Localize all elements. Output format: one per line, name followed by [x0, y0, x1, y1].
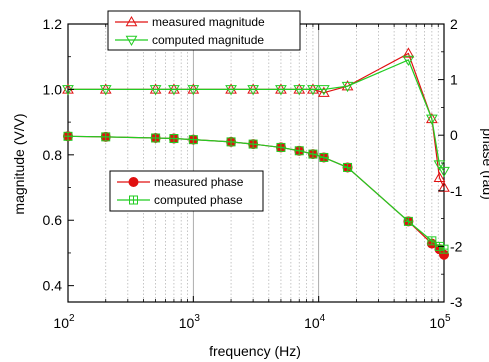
legend-entry-label: computed magnitude [152, 33, 264, 47]
data-point [187, 83, 200, 94]
legend-magnitude: measured magnitude computed magnitude [107, 10, 301, 51]
data-point [99, 85, 112, 96]
data-point [247, 85, 259, 96]
data-point [293, 83, 306, 94]
data-point [317, 85, 330, 96]
tick-labels: 102 103 104 105 0.4 0.6 0.8 1.0 1.2 -3 -2 -1 0 1 2 [43, 16, 463, 331]
series-measured-magnitude [62, 47, 450, 192]
y-right-tick-label: -3 [450, 294, 463, 310]
data-point [307, 85, 319, 96]
data-point [433, 171, 446, 182]
series-lines [62, 47, 450, 260]
y-left-tick-label: 0.6 [43, 212, 63, 228]
y-right-tick-label: -2 [450, 238, 463, 254]
y-right-tick-label: -1 [450, 183, 463, 199]
data-point [225, 83, 237, 94]
data-point [149, 83, 162, 94]
y-right-tick-label: 2 [450, 16, 458, 32]
data-point [99, 83, 112, 94]
x-tick-label: 103 [179, 313, 201, 331]
data-point-cross [295, 146, 304, 155]
data-point [187, 85, 200, 96]
series-computed-phase [63, 131, 449, 254]
data-point [317, 86, 330, 97]
series-line [68, 52, 445, 188]
data-point-cross [151, 133, 160, 142]
y-left-tick-label: 1.0 [43, 81, 63, 97]
data-point [293, 85, 306, 96]
y-right-tick-label: 1 [450, 72, 458, 88]
data-point-cross [101, 132, 110, 141]
legend-swatch-marker [128, 177, 139, 187]
legend-swatch-marker-cross [129, 196, 138, 204]
y-axis-label-left: magnitude (V/V) [11, 113, 27, 214]
legend-box [107, 10, 301, 51]
data-point [225, 85, 237, 96]
plot-frame [67, 23, 445, 303]
axis-ticks [67, 23, 445, 303]
data-point [168, 85, 180, 96]
series-computed-magnitude [62, 55, 450, 178]
legend-swatch-marker [125, 35, 138, 47]
data-point [433, 160, 446, 171]
y-left-tick-label: 0.8 [43, 147, 63, 163]
legend-entry-label: measured magnitude [152, 15, 265, 29]
data-point-cross [249, 140, 258, 149]
data-point [247, 83, 259, 94]
data-point-cross [427, 236, 436, 245]
grid-lines [105, 24, 439, 302]
data-point [168, 83, 180, 94]
data-point-cross [404, 217, 413, 226]
data-point-cross [319, 153, 328, 162]
data-point-cross [308, 150, 317, 159]
y-left-tick-label: 0.4 [43, 278, 63, 294]
y-right-tick-label: 0 [450, 127, 458, 143]
data-point [425, 112, 438, 124]
x-axis-label: frequency (Hz) [209, 343, 301, 359]
data-point-cross [64, 132, 72, 141]
data-point-cross [343, 163, 352, 172]
series-line [68, 59, 445, 172]
series-line [67, 135, 445, 250]
data-point [275, 83, 287, 94]
y-axis-label-right: phase (rad) [480, 128, 489, 200]
data-point [62, 85, 74, 96]
data-point-cross [169, 134, 178, 143]
x-tick-label: 102 [53, 313, 75, 331]
x-tick-label: 105 [429, 313, 451, 331]
plot-area-border [67, 23, 445, 303]
data-point [149, 85, 162, 96]
data-point [341, 81, 354, 93]
data-point-cross [276, 143, 285, 152]
x-tick-label: 104 [304, 313, 326, 331]
data-point [402, 47, 415, 58]
legend-swatch-marker [125, 15, 138, 27]
data-point [425, 114, 438, 125]
data-point [438, 166, 450, 178]
data-point [402, 55, 415, 66]
data-point-cross [227, 137, 236, 146]
data-point [62, 83, 74, 94]
y-left-tick-label: 1.2 [43, 16, 63, 32]
data-point [275, 85, 287, 96]
legend-entry-label: measured phase [154, 175, 244, 189]
legend-phase: measured phase computed phase [109, 170, 264, 212]
data-point-cross [189, 135, 198, 144]
data-point [307, 83, 319, 94]
legend-entry-label: computed phase [154, 193, 243, 207]
